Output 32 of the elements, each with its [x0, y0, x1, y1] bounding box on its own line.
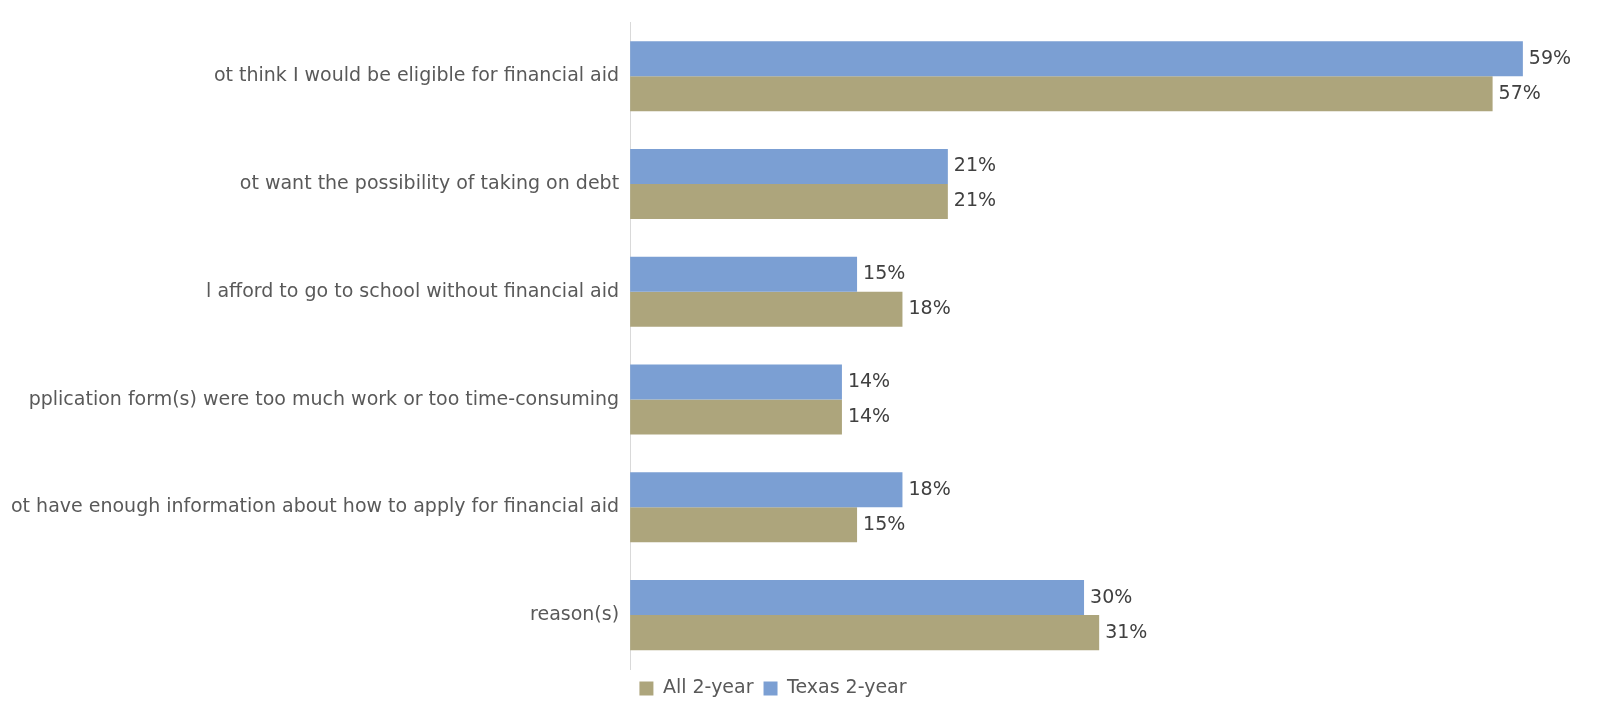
bar — [630, 41, 1523, 77]
data-label: 30% — [1090, 584, 1133, 607]
data-label: 18% — [908, 296, 951, 319]
y-tick-label: ot have enough information about how to apply for financial aid — [10, 494, 620, 517]
bar — [630, 472, 903, 508]
bar — [630, 291, 903, 327]
bar — [630, 76, 1493, 112]
y-tick-label: ot want the possibility of taking on debt — [239, 170, 620, 193]
data-label: 18% — [908, 476, 951, 499]
legend-label: All 2-year — [662, 675, 754, 698]
bar — [630, 149, 948, 185]
data-label: 21% — [953, 188, 997, 211]
data-label: 15% — [863, 511, 906, 534]
bar — [630, 615, 1100, 651]
bar — [630, 507, 858, 543]
data-label: 14% — [847, 369, 891, 392]
data-label: 57% — [1498, 80, 1541, 103]
bar — [630, 256, 858, 292]
data-label: 14% — [847, 404, 891, 427]
y-tick-label: pplication form(s) were too much work or too time-consuming — [28, 386, 620, 409]
y-tick-label: reason(s) — [530, 602, 620, 625]
bar — [630, 364, 842, 400]
bar — [630, 580, 1085, 616]
data-label: 15% — [863, 261, 906, 284]
data-label: 21% — [953, 153, 997, 176]
y-tick-label: l afford to go to school without financial aid — [206, 278, 620, 301]
data-label: 59% — [1528, 45, 1572, 68]
y-tick-label: ot think I would be eligible for financial aid — [213, 63, 620, 86]
bar — [630, 184, 948, 220]
bar — [630, 399, 842, 435]
data-label: 31% — [1105, 619, 1148, 642]
legend-label: Texas 2-year — [786, 675, 907, 698]
